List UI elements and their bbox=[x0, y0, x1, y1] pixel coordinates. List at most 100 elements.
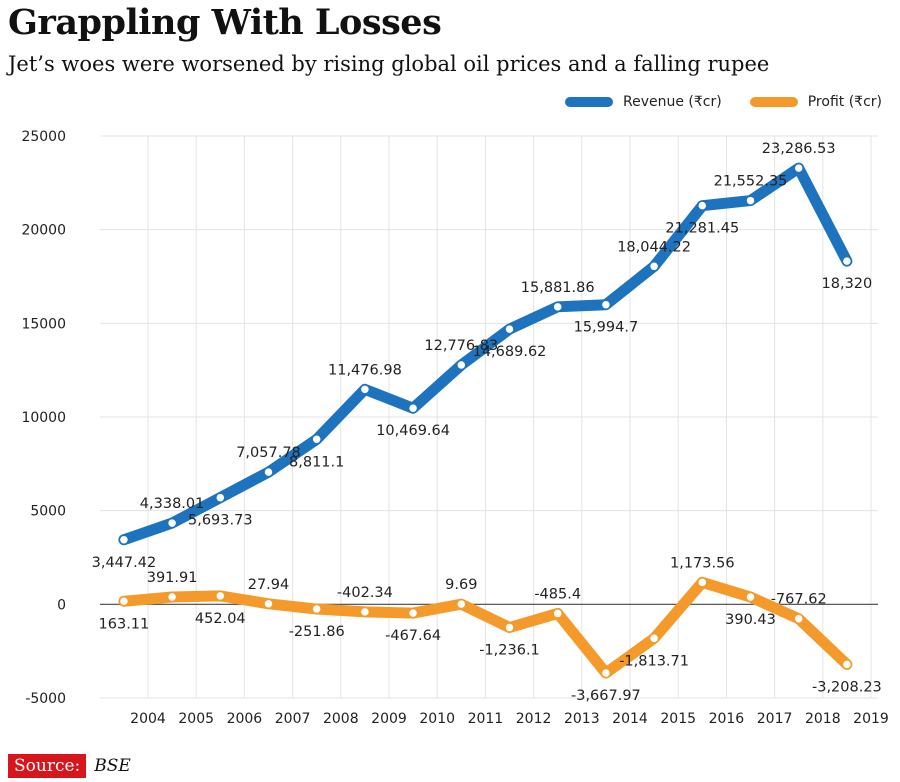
y-tick-label-0: 0 bbox=[57, 597, 66, 613]
data-label-revenue-5: 11,476.98 bbox=[328, 362, 402, 378]
data-label-revenue-12: 21,281.45 bbox=[665, 221, 739, 237]
x-tick-label-2013: 2013 bbox=[564, 711, 600, 727]
source-label: Source: bbox=[8, 754, 87, 778]
data-point-profit-0 bbox=[118, 596, 130, 607]
legend-item-profit: Profit (₹cr) bbox=[749, 94, 882, 110]
x-tick-label-2005: 2005 bbox=[178, 711, 214, 727]
data-point-profit-15 bbox=[841, 659, 853, 670]
data-point-profit-9 bbox=[552, 608, 563, 619]
legend-label-revenue: Revenue (₹cr) bbox=[623, 94, 722, 110]
data-label-profit-1: 391.91 bbox=[147, 570, 198, 586]
y-tick-label--5000: -5000 bbox=[25, 691, 66, 707]
x-tick-label-2018: 2018 bbox=[805, 711, 841, 727]
legend-swatch-revenue bbox=[565, 97, 614, 107]
source-line: Source: BSE bbox=[8, 754, 131, 778]
y-tick-label-10000: 10000 bbox=[21, 410, 66, 426]
data-point-revenue-9 bbox=[552, 301, 563, 313]
data-label-profit-6: -467.64 bbox=[385, 628, 441, 644]
y-tick-label-5000: 5000 bbox=[30, 504, 66, 520]
x-tick-label-2019: 2019 bbox=[853, 711, 889, 727]
data-point-profit-8 bbox=[504, 622, 515, 633]
legend-label-profit: Profit (₹cr) bbox=[807, 94, 882, 110]
data-point-profit-2 bbox=[215, 590, 226, 602]
source-value: BSE bbox=[94, 756, 131, 776]
data-label-profit-8: -1,236.1 bbox=[479, 642, 540, 658]
chart-legend: Revenue (₹cr) Profit (₹cr) bbox=[565, 94, 882, 110]
data-label-profit-3: 27.94 bbox=[248, 577, 290, 593]
chart-title: Grappling With Losses bbox=[8, 2, 442, 43]
data-label-profit-10: -3,667.97 bbox=[571, 688, 641, 704]
x-tick-label-2010: 2010 bbox=[419, 711, 455, 727]
data-label-profit-9: -485.4 bbox=[534, 586, 581, 602]
data-label-revenue-1: 4,338.01 bbox=[140, 496, 205, 512]
x-tick-label-2014: 2014 bbox=[612, 711, 648, 727]
data-label-profit-7: 9.69 bbox=[445, 577, 477, 593]
data-point-profit-11 bbox=[648, 633, 660, 644]
data-point-profit-6 bbox=[407, 607, 419, 619]
data-label-revenue-15: 18,320 bbox=[822, 276, 873, 292]
data-label-revenue-11: 18,044.22 bbox=[617, 239, 691, 255]
data-point-revenue-11 bbox=[648, 261, 660, 272]
x-tick-label-2007: 2007 bbox=[275, 711, 311, 727]
data-point-profit-1 bbox=[166, 591, 178, 603]
data-point-revenue-3 bbox=[263, 466, 274, 478]
line-chart: 2004 2005 2006 2007 2008 2009 2010 2011 2012 2013… bbox=[21, 129, 889, 727]
y-tick-label-15000: 15000 bbox=[21, 316, 66, 332]
x-tick-label-2006: 2006 bbox=[227, 711, 263, 727]
data-label-profit-0: 163.11 bbox=[99, 616, 150, 632]
data-label-profit-2: 452.04 bbox=[195, 611, 246, 627]
y-tick-label-20000: 20000 bbox=[21, 223, 66, 239]
data-point-profit-13 bbox=[745, 591, 756, 603]
series-line-profit bbox=[118, 576, 853, 679]
data-point-revenue-13 bbox=[745, 195, 756, 206]
data-point-revenue-1 bbox=[166, 517, 178, 529]
data-label-revenue-3: 7,057.78 bbox=[236, 445, 301, 461]
data-point-revenue-5 bbox=[359, 384, 371, 395]
data-point-revenue-10 bbox=[600, 299, 612, 310]
data-label-profit-11: -1,813.71 bbox=[619, 653, 689, 669]
data-point-profit-10 bbox=[600, 667, 612, 679]
data-label-profit-4: -251.86 bbox=[289, 624, 345, 640]
data-point-revenue-4 bbox=[311, 434, 322, 445]
data-label-revenue-9: 15,881.86 bbox=[521, 280, 595, 296]
x-tick-label-2004: 2004 bbox=[130, 711, 166, 727]
data-point-revenue-2 bbox=[215, 492, 226, 503]
x-tick-label-2009: 2009 bbox=[371, 711, 407, 727]
data-point-revenue-15 bbox=[841, 255, 853, 267]
x-tick-label-2011: 2011 bbox=[468, 711, 504, 727]
data-label-revenue-8: 14,689.62 bbox=[473, 344, 547, 360]
data-point-revenue-7 bbox=[456, 359, 467, 371]
data-point-profit-4 bbox=[311, 603, 322, 615]
data-label-revenue-7: 12,776.83 bbox=[424, 338, 498, 354]
data-label-revenue-4: 8,811.1 bbox=[289, 454, 344, 470]
x-tick-label-2015: 2015 bbox=[660, 711, 696, 727]
data-label-revenue-13: 21,552.35 bbox=[714, 174, 788, 190]
data-point-profit-14 bbox=[793, 613, 804, 624]
data-point-revenue-6 bbox=[407, 402, 419, 414]
x-tick-label-2012: 2012 bbox=[516, 711, 552, 727]
legend-item-revenue: Revenue (₹cr) bbox=[565, 94, 722, 110]
data-point-profit-7 bbox=[456, 598, 467, 610]
data-point-profit-3 bbox=[263, 598, 274, 610]
data-label-profit-14: -767.62 bbox=[771, 592, 827, 608]
data-point-profit-12 bbox=[697, 577, 708, 588]
data-label-profit-5: -402.34 bbox=[337, 585, 393, 601]
data-label-profit-13: 390.43 bbox=[725, 612, 776, 628]
x-tick-label-2016: 2016 bbox=[709, 711, 745, 727]
data-label-profit-15: -3,208.23 bbox=[812, 679, 882, 695]
data-point-profit-5 bbox=[359, 606, 371, 618]
data-point-revenue-8 bbox=[504, 323, 515, 335]
series-line-revenue bbox=[118, 162, 853, 546]
data-point-revenue-14 bbox=[793, 162, 804, 174]
data-label-profit-12: 1,173.56 bbox=[670, 555, 735, 571]
chart-subtitle: Jet’s woes were worsened by rising globa… bbox=[8, 52, 770, 76]
x-tick-label-2017: 2017 bbox=[757, 711, 793, 727]
data-point-revenue-0 bbox=[118, 534, 130, 546]
data-label-revenue-10: 15,994.7 bbox=[574, 320, 639, 336]
data-label-revenue-6: 10,469.64 bbox=[376, 423, 450, 439]
data-label-revenue-2: 5,693.73 bbox=[188, 513, 253, 529]
data-label-revenue-14: 23,286.53 bbox=[762, 141, 836, 157]
data-point-revenue-12 bbox=[697, 200, 708, 211]
y-tick-label-25000: 25000 bbox=[21, 129, 66, 145]
x-tick-label-2008: 2008 bbox=[323, 711, 359, 727]
